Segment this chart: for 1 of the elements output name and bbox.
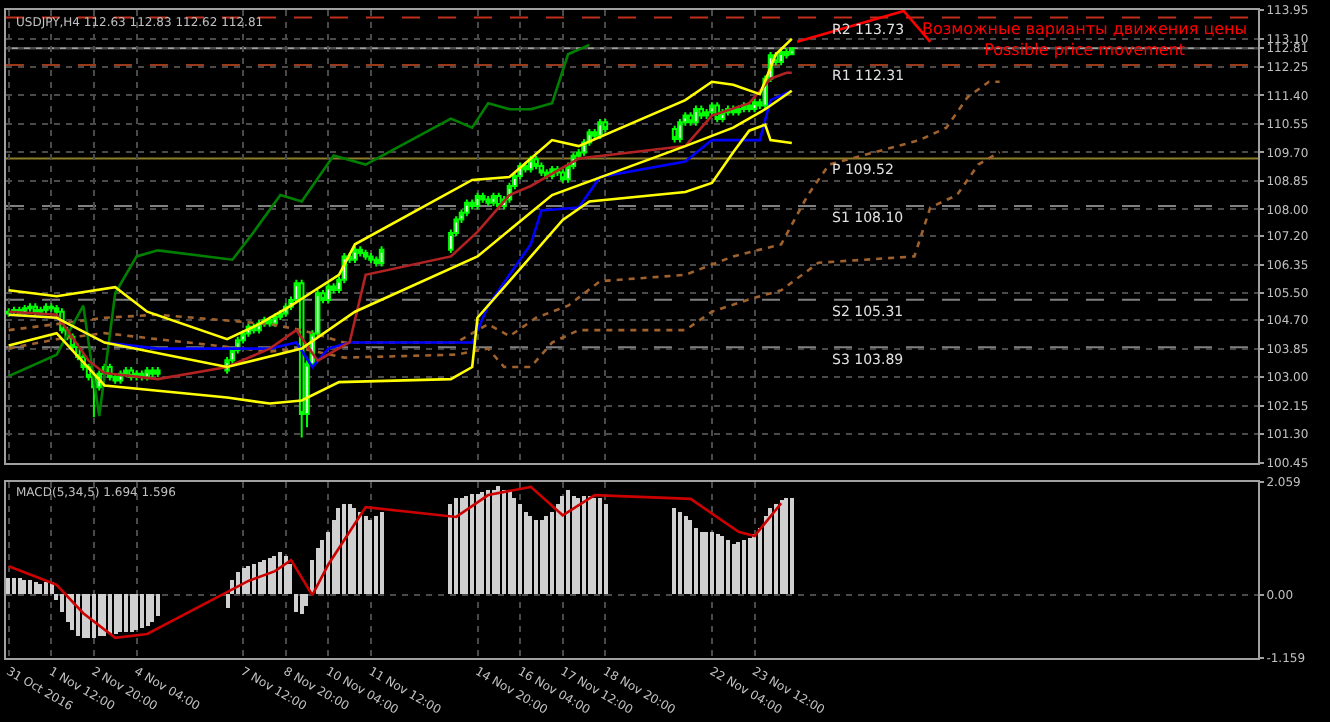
annotation: Возможные варианты движения цены Possible price movement bbox=[922, 20, 1248, 59]
